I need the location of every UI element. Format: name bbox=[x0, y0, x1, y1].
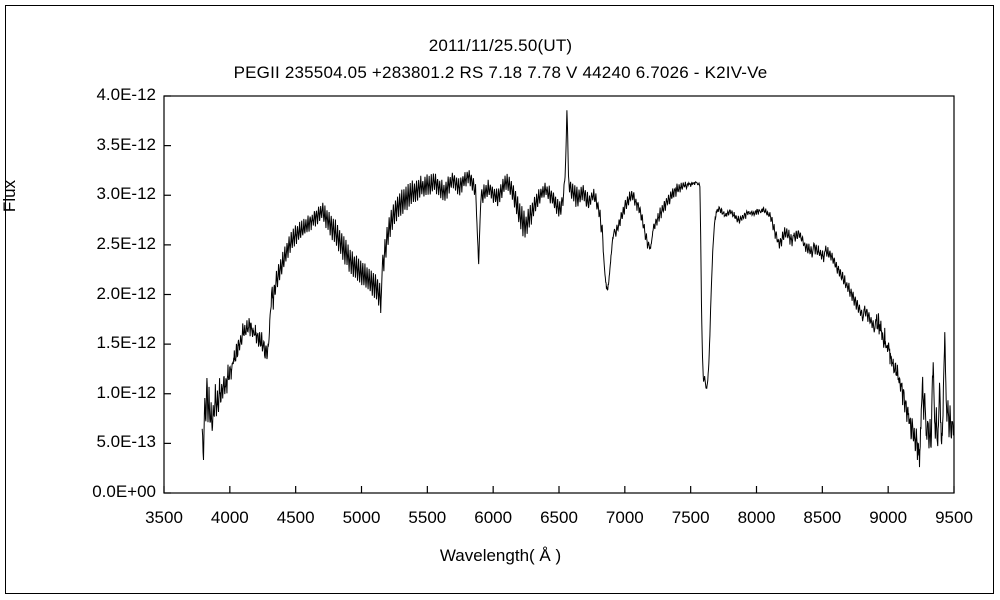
y-tick-label: 0.0E+00 bbox=[92, 482, 156, 501]
y-tick-label: 4.0E-12 bbox=[96, 85, 156, 104]
plot-frame bbox=[163, 95, 955, 494]
y-tick-label: 1.0E-12 bbox=[96, 382, 156, 402]
x-tick-label: 5500 bbox=[408, 508, 447, 527]
x-axis-label: Wavelength( Å ) bbox=[439, 546, 562, 565]
x-tick-label: 4000 bbox=[210, 508, 249, 527]
x-tick-label: 9500 bbox=[935, 508, 973, 527]
x-tick-label: 6500 bbox=[540, 508, 578, 527]
chart-title-line-1: 2011/11/25.50(UT) bbox=[428, 36, 573, 55]
y-tick-label: 3.0E-12 bbox=[96, 184, 156, 204]
y-tick-label: 2.0E-12 bbox=[96, 283, 156, 303]
x-tick-label: 5000 bbox=[342, 508, 381, 527]
y-tick-label: 3.5E-12 bbox=[96, 134, 156, 154]
x-tick-label: 8000 bbox=[737, 508, 776, 527]
chart-title-block: 2011/11/25.50(UT) PEGII 235504.05 +28380… bbox=[6, 32, 995, 86]
y-tick-label: 2.5E-12 bbox=[96, 233, 156, 253]
spectrum-trace bbox=[201, 110, 954, 468]
y-tick-label: 5.0E-13 bbox=[96, 432, 156, 452]
x-tick-label: 6000 bbox=[474, 508, 513, 527]
y-tick-label: 1.5E-12 bbox=[96, 333, 156, 353]
x-tick-label: 3500 bbox=[145, 508, 183, 527]
x-tick-label: 9000 bbox=[869, 508, 908, 527]
chart-title-line-2: PEGII 235504.05 +283801.2 RS 7.18 7.78 V… bbox=[233, 63, 768, 82]
spectrum-plot bbox=[163, 95, 955, 494]
x-tick-label: 7500 bbox=[671, 508, 710, 527]
x-tick-label: 7000 bbox=[605, 508, 644, 527]
x-tick-label: 8500 bbox=[803, 508, 842, 527]
x-tick-label: 4500 bbox=[276, 508, 315, 527]
chart-window: 2011/11/25.50(UT) PEGII 235504.05 +28380… bbox=[0, 5, 995, 594]
